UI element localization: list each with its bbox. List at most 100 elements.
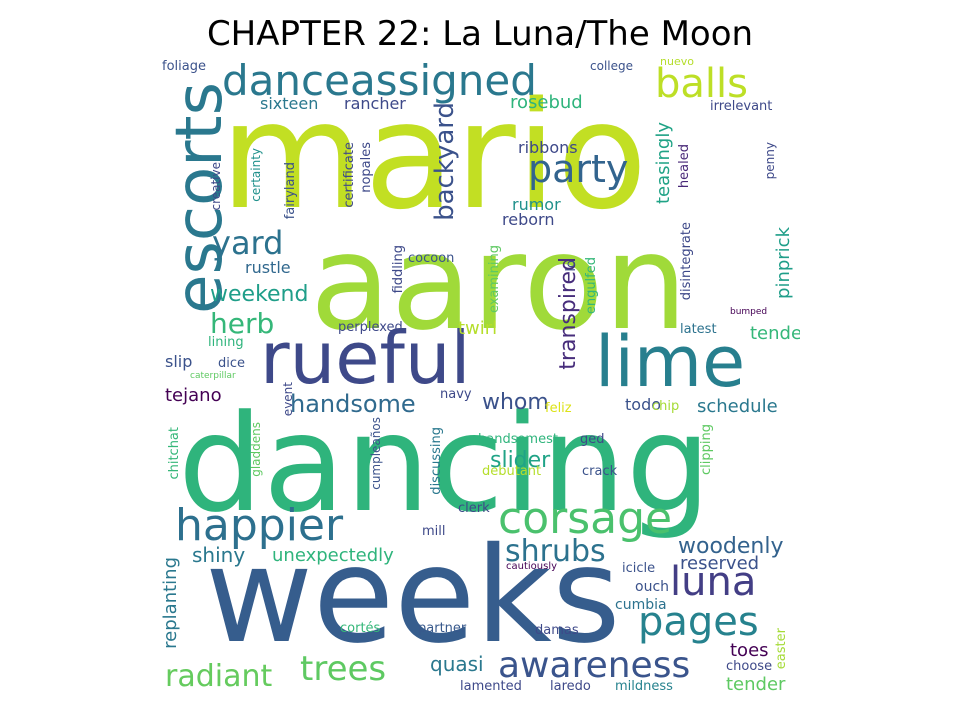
word-happier: happier	[175, 500, 344, 551]
word-fairyland: fairyland	[283, 162, 298, 220]
word-damas: damas	[535, 623, 579, 638]
word-choose: choose	[726, 659, 773, 674]
word-herb: herb	[210, 307, 275, 340]
word-mario: mario	[220, 70, 648, 242]
word-quasi: quasi	[430, 652, 484, 676]
word-trees: trees	[300, 649, 387, 689]
word-nuevo: nuevo	[660, 55, 694, 68]
word-clerk: clerk	[458, 501, 490, 516]
word-caterpillar: caterpillar	[190, 371, 236, 381]
word-party: party	[528, 147, 629, 191]
word-latest: latest	[680, 322, 717, 337]
word-cumpleaños: cumpleaños	[369, 417, 383, 490]
word-balls: balls	[655, 61, 748, 107]
word-event: event	[281, 382, 295, 417]
word-lamented: lamented	[460, 679, 522, 694]
word-cumbia: cumbia	[615, 597, 667, 613]
word-penny: penny	[763, 142, 777, 180]
word-teasingly: teasingly	[653, 122, 674, 205]
word-shiny: shiny	[192, 543, 246, 567]
word-cloud: mario aaron dancing weeks rueful lime es…	[160, 52, 800, 700]
word-lo: lo	[564, 260, 579, 272]
word-reborn: reborn	[502, 210, 555, 229]
word-dancing: dancing	[178, 386, 711, 542]
word-ouch: ouch	[635, 579, 670, 595]
word-perplexed: perplexed	[338, 320, 403, 335]
word-rueful: rueful	[260, 316, 471, 400]
word-ged: ged	[580, 432, 605, 447]
word-cortés: cortés	[340, 621, 381, 636]
word-nopales: nopales	[359, 142, 374, 193]
word-chip: chip	[652, 399, 680, 414]
word-cocoon: cocoon	[408, 251, 455, 266]
word-rancher: rancher	[344, 94, 406, 113]
word-cautiously: cautiously	[506, 561, 558, 572]
word-handsome: handsome	[290, 390, 416, 418]
word-danceassigned: danceassigned	[222, 56, 537, 105]
word-awareness: awareness	[498, 645, 691, 686]
word-woodenly: woodenly	[678, 534, 784, 559]
word-icicle: icicle	[622, 561, 656, 576]
word-mildness: mildness	[615, 679, 673, 694]
word-weekend: weekend	[210, 282, 309, 307]
word-bumped: bumped	[730, 307, 768, 317]
word-lime: lime	[595, 321, 746, 403]
word-mill: mill	[422, 524, 446, 539]
word-laredo: laredo	[550, 679, 591, 694]
word-easter: easter	[774, 628, 789, 670]
word-slip: slip	[165, 352, 193, 371]
word-sixteen: sixteen	[260, 94, 319, 113]
word-college: college	[590, 59, 633, 73]
word-luna: luna	[670, 559, 757, 605]
word-pages: pages	[638, 599, 759, 645]
word-disintegrate: disintegrate	[679, 222, 694, 301]
word-engulfed: engulfed	[584, 257, 599, 315]
word-clipping: clipping	[699, 424, 714, 475]
word-lining: lining	[208, 335, 244, 350]
word-feliz: feliz	[545, 401, 572, 416]
word-unexpectedly: unexpectedly	[272, 545, 394, 566]
word-corsage: corsage	[498, 493, 673, 544]
word-yard: yard	[212, 224, 284, 262]
word-examining: examining	[487, 245, 502, 314]
word-whom: whom	[482, 390, 549, 415]
word-shrubs: shrubs	[505, 534, 606, 569]
word-fiddling: fiddling	[391, 245, 406, 294]
word-tejano: tejano	[165, 385, 222, 406]
word-creative: creative	[209, 162, 223, 211]
word-backyard: backyard	[430, 102, 460, 221]
word-tender: tender	[726, 674, 786, 695]
word-tended: tended	[750, 323, 800, 344]
word-schedule: schedule	[697, 396, 778, 417]
word-irrelevant: irrelevant	[710, 99, 773, 114]
word-toes: toes	[730, 640, 769, 661]
word-slider: slider	[490, 448, 551, 473]
word-ribbons: ribbons	[518, 138, 578, 157]
word-handsomest: handsomest	[478, 432, 558, 447]
word-navy: navy	[440, 387, 472, 402]
word-twirl: twirl	[458, 318, 498, 339]
word-chitchat: chitchat	[167, 427, 182, 480]
word-rumor: rumor	[512, 195, 561, 214]
word-gladdens: gladdens	[249, 422, 263, 477]
word-dice: dice	[218, 356, 246, 371]
word-weeks: weeks	[205, 519, 621, 673]
word-replanting: replanting	[160, 557, 181, 649]
word-aaron: aaron	[310, 206, 688, 360]
word-reserved: reserved	[680, 553, 760, 574]
word-partner: partner	[418, 621, 467, 636]
word-healed: healed	[677, 144, 692, 189]
page-title: CHAPTER 22: La Luna/The Moon	[206, 14, 754, 54]
word-debutant: debutant	[482, 464, 542, 479]
word-rosebud: rosebud	[510, 92, 583, 113]
word-certainty: certainty	[249, 148, 263, 202]
word-discussing: discussing	[429, 427, 444, 495]
word-transpired: transpired	[556, 257, 581, 370]
word-certificate: certificate	[342, 142, 357, 208]
word-todo: todo	[625, 395, 662, 414]
word-pinprick: pinprick	[773, 227, 794, 299]
word-crack: crack	[582, 464, 618, 479]
word-radiant: radiant	[165, 659, 273, 694]
word-foliage: foliage	[162, 59, 206, 74]
word-rustle: rustle	[245, 258, 291, 277]
